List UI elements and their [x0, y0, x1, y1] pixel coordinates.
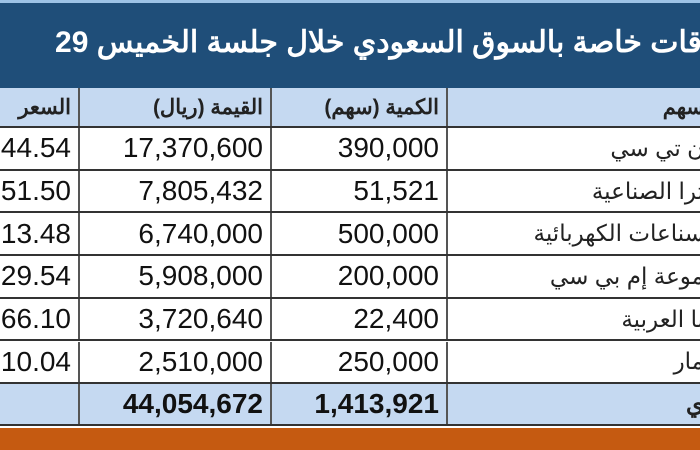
- header-value: القيمة (ريال): [80, 88, 272, 126]
- quantity-cell: 51,521: [272, 170, 448, 212]
- price-cell: 51.50: [0, 170, 80, 212]
- header-quantity: الكمية (سهم): [272, 88, 448, 126]
- stock-cell: با العربية: [448, 299, 700, 340]
- header-row: السعر القيمة (ريال) الكمية (سهم) سهم: [0, 88, 700, 128]
- stock-cell: سناعات الكهربائية: [448, 213, 700, 254]
- total-row: 44,054,672 1,413,921 ي: [0, 384, 700, 426]
- table-title: قات خاصة بالسوق السعودي خلال جلسة الخميس…: [55, 26, 700, 59]
- quantity-cell: 250,000: [272, 341, 448, 383]
- stock-name: با العربية: [621, 305, 700, 332]
- stock-cell: ن تي سي: [448, 128, 700, 169]
- price-cell: 29.54: [0, 256, 80, 297]
- quantity-cell: 500,000: [272, 213, 448, 255]
- price-cell: 13.48: [0, 213, 80, 255]
- table-row: 51.50 7,805,432 51,521 ترا الصناعية: [0, 170, 700, 214]
- header-stock-label: سهم: [662, 95, 700, 119]
- quantity-cell: 390,000: [272, 128, 448, 169]
- quantity-cell: 200,000: [272, 256, 448, 297]
- header-stock: سهم: [448, 88, 700, 126]
- table-row: 13.48 6,740,000 500,000 سناعات الكهربائي…: [0, 213, 700, 257]
- table-row: 10.04 2,510,000 250,000 مار: [0, 341, 700, 385]
- quantity-cell: 22,400: [272, 298, 448, 340]
- value-cell: 3,720,640: [80, 298, 272, 340]
- value-cell: 17,370,600: [80, 128, 272, 169]
- footer-bar: [0, 428, 700, 450]
- value-cell: 5,908,000: [80, 256, 272, 297]
- stock-name: ن تي سي: [610, 134, 700, 161]
- deals-table: السعر القيمة (ريال) الكمية (سهم) سهم 44.…: [0, 88, 700, 428]
- stock-name: سناعات الكهربائية: [533, 220, 700, 247]
- table-row: 29.54 5,908,000 200,000 موعة إم بي سي: [0, 256, 700, 299]
- header-value-label: القيمة (ريال): [152, 95, 263, 119]
- total-price: [0, 384, 80, 424]
- value-cell: 7,805,432: [80, 170, 272, 212]
- table-row: 44.54 17,370,600 390,000 ن تي سي: [0, 128, 700, 171]
- value-cell: 2,510,000: [80, 341, 272, 383]
- stock-name: مار: [673, 348, 700, 375]
- value-cell: 6,740,000: [80, 213, 272, 255]
- stock-name: موعة إم بي سي: [549, 262, 700, 289]
- price-cell: 66.10: [0, 298, 80, 340]
- stock-cell: ترا الصناعية: [448, 171, 700, 212]
- header-price-label: السعر: [18, 95, 71, 119]
- price-cell: 44.54: [0, 128, 80, 169]
- table-title-bar: قات خاصة بالسوق السعودي خلال جلسة الخميس…: [0, 0, 700, 88]
- total-label-text: ي: [685, 390, 700, 417]
- total-quantity: 1,413,921: [272, 384, 448, 424]
- stock-cell: مار: [448, 342, 700, 383]
- header-price: السعر: [0, 88, 80, 126]
- stock-name: ترا الصناعية: [591, 177, 700, 204]
- total-value: 44,054,672: [80, 384, 272, 424]
- header-quantity-label: الكمية (سهم): [324, 95, 439, 119]
- table-row: 66.10 3,720,640 22,400 با العربية: [0, 298, 700, 342]
- stock-cell: موعة إم بي سي: [448, 256, 700, 297]
- price-cell: 10.04: [0, 341, 80, 383]
- total-label: ي: [448, 384, 700, 424]
